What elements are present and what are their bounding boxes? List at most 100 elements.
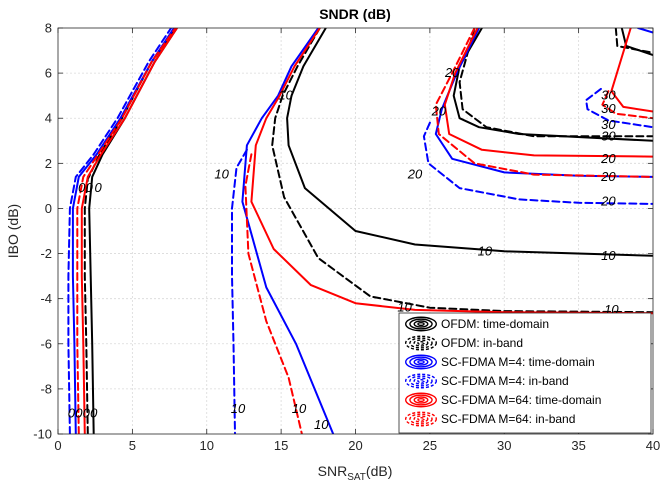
contour-line-series-3-level-20 xyxy=(422,121,653,205)
contour-line-series-2-level-10 xyxy=(241,28,335,434)
legend-swatch-ring xyxy=(405,354,438,370)
contour-level-label: 20 xyxy=(431,103,447,118)
axis-ticks: 0 5 10 15 20 25 30 35 40 -10 -8 -6 -4 -2 0 2 4 6 8 xyxy=(33,21,660,454)
grid xyxy=(58,28,653,434)
contour-line-series-4-level-10 xyxy=(250,28,653,315)
legend-swatch-ring xyxy=(413,358,429,366)
y-tick-label: 0 xyxy=(45,201,52,216)
x-axis-title-subscript: SAT xyxy=(347,472,366,483)
contour-level-label: 0 xyxy=(86,180,94,195)
legend-swatch-ring xyxy=(409,318,433,330)
x-tick-label: 35 xyxy=(571,438,585,453)
contour-level-label: 20 xyxy=(600,194,616,209)
legend-swatch-ring xyxy=(409,375,433,387)
contour-line-series-5-level-20 xyxy=(434,28,653,178)
y-tick-label: 6 xyxy=(45,66,52,81)
contour-level-label: 20 xyxy=(407,167,423,182)
legend-box xyxy=(398,312,652,434)
legend-entry: SC-FDMA M=64: time-domain xyxy=(405,392,601,408)
y-tick-label: -8 xyxy=(40,381,52,396)
y-tick-label: 4 xyxy=(45,111,52,126)
contour-level-label: 0 xyxy=(75,406,83,421)
legend-swatch-ring xyxy=(417,378,425,384)
x-axis-title-unit: (dB) xyxy=(366,463,392,479)
contour-level-label: 30 xyxy=(601,101,616,116)
legend-swatch-ring xyxy=(405,411,438,427)
x-tick-label: 15 xyxy=(274,438,288,453)
chart-title: SNDR (dB) xyxy=(319,6,391,22)
contour-level-label: 10 xyxy=(314,417,329,432)
contour-line-series-1-level-10 xyxy=(271,28,653,314)
contour-level-label: 10 xyxy=(231,401,246,416)
contour-level-label: 20 xyxy=(600,151,616,166)
x-tick-label: 0 xyxy=(54,438,61,453)
contour-line-series-3-level-30 xyxy=(585,87,653,129)
contour-level-label: 0 xyxy=(83,406,91,421)
y-tick-label: 2 xyxy=(45,156,52,171)
legend-entry: SC-FDMA M=64: in-band xyxy=(405,411,575,427)
contour-line-series-3-level-10 xyxy=(231,148,248,434)
legend-swatch-ring xyxy=(405,373,438,389)
legend-entry: OFDM: time-domain xyxy=(405,316,549,332)
contour-level-label: 0 xyxy=(68,406,76,421)
legend-swatch-ring xyxy=(417,416,425,422)
contour-level-label: 0 xyxy=(95,180,103,195)
contour-level-label: 10 xyxy=(214,167,229,182)
legend-swatch-ring xyxy=(413,396,429,404)
legend-label: SC-FDMA M=64: in-band xyxy=(441,412,575,426)
legend-entry: OFDM: in-band xyxy=(405,335,523,351)
x-axis-title: SNRSAT(dB) xyxy=(318,463,393,483)
contour-level-label: 10 xyxy=(397,300,412,315)
contour-line-series-4-level-0 xyxy=(80,28,178,434)
contour-line-series-5-level-0 xyxy=(76,28,177,434)
legend-label: SC-FDMA M=4: in-band xyxy=(441,374,569,388)
contour-level-label: 30 xyxy=(601,117,616,132)
legend-swatch-ring xyxy=(405,392,438,408)
contour-level-label: 10 xyxy=(292,401,307,416)
contour-level-label: 30 xyxy=(601,88,616,103)
legend-entry: SC-FDMA M=4: time-domain xyxy=(405,354,595,370)
legend-swatch-ring xyxy=(417,340,425,346)
contour-line-series-4-level-20 xyxy=(443,28,653,158)
legend-swatch-ring xyxy=(409,337,433,349)
contour-line-series-4-level-30 xyxy=(610,28,653,113)
contour-line-series-5-level-10 xyxy=(244,153,303,434)
legend-swatch-ring xyxy=(413,320,429,328)
legend-swatch-ring xyxy=(417,321,425,327)
contour-line-series-2-level-30 xyxy=(637,28,653,34)
legend-swatch-ring xyxy=(405,335,438,351)
legend-label: SC-FDMA M=64: time-domain xyxy=(441,393,601,407)
x-tick-label: 40 xyxy=(646,438,660,453)
legend-label: SC-FDMA M=4: time-domain xyxy=(441,355,595,369)
x-tick-label: 5 xyxy=(129,438,136,453)
contour-level-label: 30 xyxy=(601,128,616,143)
legend-swatch-ring xyxy=(417,359,425,365)
contour-level-label: 10 xyxy=(601,248,616,263)
contour-line-series-0-level-10 xyxy=(286,28,653,257)
x-axis-title-main: SNR xyxy=(318,463,348,479)
y-axis-title: IBO (dB) xyxy=(5,204,21,258)
x-tick-label: 10 xyxy=(200,438,214,453)
legend-swatch-ring xyxy=(405,316,438,332)
contour-level-label: 20 xyxy=(600,169,616,184)
y-tick-label: -4 xyxy=(40,291,52,306)
contour-curves xyxy=(67,28,653,434)
legend-swatch-ring xyxy=(409,356,433,368)
legend-swatch-ring xyxy=(409,413,433,425)
legend-label: OFDM: time-domain xyxy=(441,317,549,331)
legend: OFDM: time-domain OFDM: in-band SC-FDMA M=… xyxy=(398,312,652,434)
legend-swatch-ring xyxy=(409,394,433,406)
y-tick-label: 8 xyxy=(45,21,52,36)
contour-line-series-1-level-20 xyxy=(458,28,653,138)
x-tick-label: 20 xyxy=(348,438,362,453)
contour-line-series-1-level-30 xyxy=(614,28,653,54)
legend-entry: SC-FDMA M=4: in-band xyxy=(405,373,569,389)
contour-level-label: 10 xyxy=(478,243,493,258)
contour-line-series-3-level-0 xyxy=(67,28,173,434)
legend-label: OFDM: in-band xyxy=(441,336,523,350)
y-tick-label: -2 xyxy=(40,246,52,261)
y-tick-label: -6 xyxy=(40,336,52,351)
legend-swatch-ring xyxy=(413,415,429,423)
